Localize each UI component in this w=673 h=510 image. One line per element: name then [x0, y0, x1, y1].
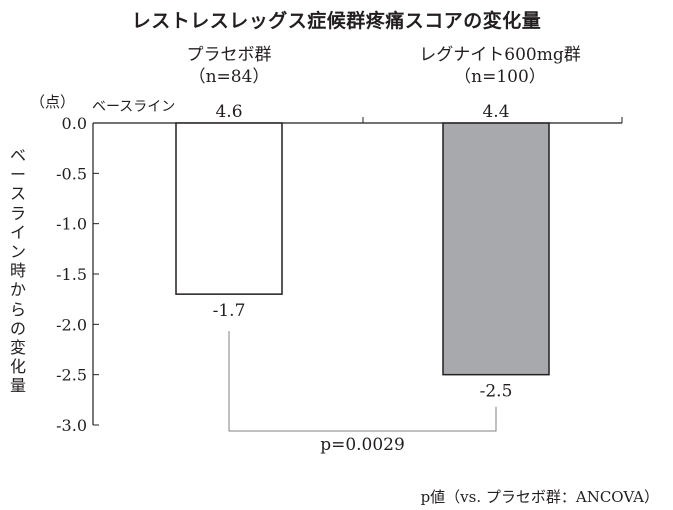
y-ticks: 0.0 -0.5 -1.0 -1.5 -2.0 -2.5 -3.0: [56, 114, 99, 435]
group-name-placebo: プラセボ群: [186, 45, 272, 65]
bar-labels: 4.6 -1.7 4.4 -2.5: [213, 102, 513, 402]
p-value-label: p=0.0029: [320, 435, 405, 455]
footnote: p値（vs. プラセボ群：ANCOVA）: [420, 488, 659, 506]
baseline-label: ベースライン: [92, 99, 176, 115]
chart-title: レストレスレッグス症候群疼痛スコアの変化量: [131, 10, 542, 32]
y-axis-label: ベースライン時からの変化量: [9, 146, 26, 396]
y-tick-label: 0.0: [62, 114, 87, 133]
y-tick-label: -1.0: [56, 215, 87, 234]
y-tick-label: -3.0: [56, 416, 87, 435]
baseline-value-label: 4.4: [482, 102, 509, 122]
y-tick-label: -0.5: [56, 164, 87, 183]
group-n-placebo: （n=84）: [188, 67, 270, 87]
group-name-regnite: レグナイト600mg群: [419, 45, 581, 65]
group-header-regnite: レグナイト600mg群 （n=100）: [390, 44, 610, 88]
bars: [175, 122, 550, 376]
group-header-placebo: プラセボ群 （n=84）: [129, 44, 329, 88]
bar: [442, 122, 550, 376]
data-label: -2.5: [480, 382, 513, 402]
y-tick-label: -1.5: [56, 265, 87, 284]
data-label: -1.7: [213, 301, 246, 321]
significance-bracket: p=0.0029: [228, 331, 497, 455]
baseline-value-label: 4.6: [215, 102, 242, 122]
group-n-regnite: （n=100）: [454, 67, 546, 87]
bracket-line: [228, 331, 497, 432]
y-tick-label: -2.5: [56, 366, 87, 385]
y-tick-label: -2.0: [56, 315, 87, 334]
bar: [175, 122, 283, 295]
unit-label: （点）: [30, 93, 76, 111]
